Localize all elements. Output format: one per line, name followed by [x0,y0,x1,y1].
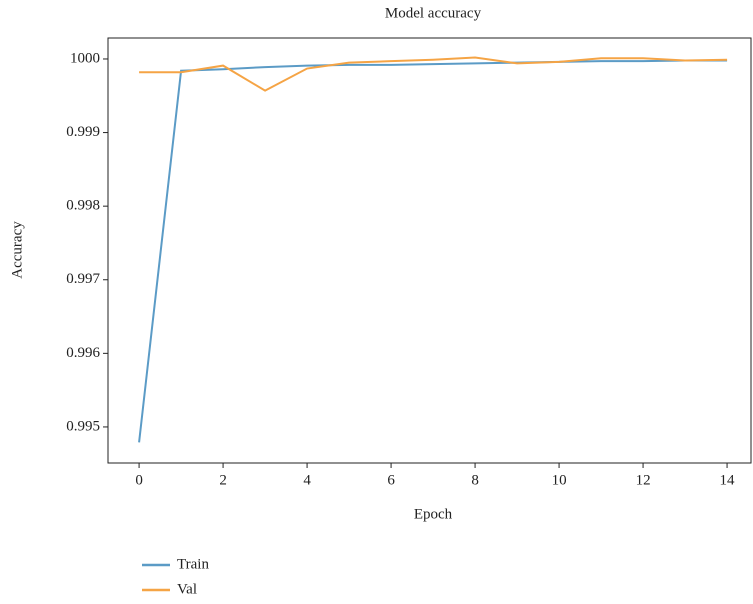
x-tick-label: 14 [720,472,736,488]
x-tick-label: 6 [387,472,395,488]
y-tick-label: 0.998 [66,198,100,214]
series-line [138,59,728,443]
legend-label: Train [177,556,209,572]
y-tick-label: 0.995 [66,418,100,434]
y-tick-label: 0.997 [66,271,100,287]
y-tick-label: 1000 [70,50,100,66]
y-tick-label: 0.996 [66,345,100,361]
x-tick-label: 12 [636,472,651,488]
legend-label: Val [177,581,197,597]
y-tick-label: 0.999 [66,124,100,140]
x-tick-label: 4 [303,472,311,488]
x-axis-label: Epoch [414,506,453,522]
chart-title: Model accuracy [385,5,482,21]
x-tick-label: 8 [471,472,479,488]
x-tick-label: 10 [552,472,567,488]
x-tick-label: 2 [219,472,227,488]
y-axis-label: Accuracy [9,221,25,279]
plot-frame [107,37,752,464]
series-line [139,56,728,92]
x-tick-label: 0 [135,472,143,488]
